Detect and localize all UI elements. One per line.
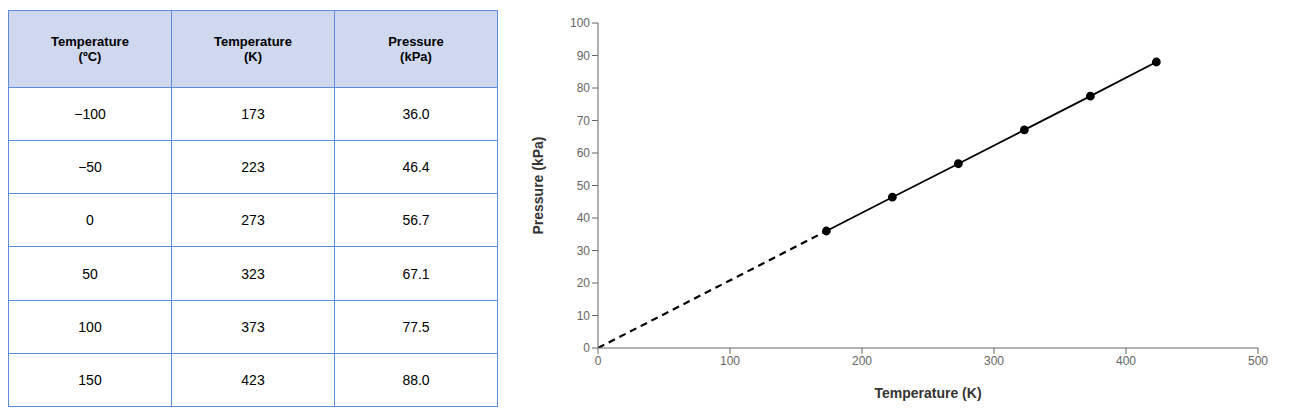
svg-text:400: 400 [1116,354,1136,368]
svg-text:Temperature (K): Temperature (K) [874,385,981,401]
html-text:46.4: 46.4 [402,159,430,176]
html-text:100: 100 [78,318,102,335]
html-text:−50: −50 [78,159,102,176]
svg-text:200: 200 [852,354,872,368]
html-text:−100: −100 [74,106,106,123]
svg-text:10: 10 [577,309,591,323]
html-text:0: 0 [86,212,94,229]
html-text:36.0: 36.0 [402,106,430,123]
svg-text:70: 70 [577,114,591,128]
html-text:77.5: 77.5 [402,318,430,335]
svg-text:40: 40 [577,211,591,225]
html-text:423: 423 [241,371,265,388]
html-text:Pressure: Pressure [388,34,444,49]
svg-text:0: 0 [595,354,602,368]
svg-text:60: 60 [577,146,591,160]
html-text:150: 150 [78,371,102,388]
html-text:88.0: 88.0 [402,371,430,388]
html-text:67.1: 67.1 [402,265,430,282]
html-text:273: 273 [241,212,265,229]
html-text:(ºC): (ºC) [78,49,102,64]
svg-text:100: 100 [720,354,740,368]
html-text:173: 173 [241,106,265,123]
svg-text:50: 50 [577,179,591,193]
svg-text:80: 80 [577,81,591,95]
svg-text:0: 0 [583,341,590,355]
html-text:Temperature: Temperature [51,34,129,49]
svg-text:Pressure (kPa): Pressure (kPa) [530,136,546,234]
html-text:56.7: 56.7 [402,212,430,229]
html-text:373: 373 [241,318,265,335]
svg-text:300: 300 [984,354,1004,368]
html-text:323: 323 [241,265,265,282]
svg-text:20: 20 [577,276,591,290]
svg-text:30: 30 [577,244,591,258]
svg-text:500: 500 [1248,354,1268,368]
html-text:Temperature: Temperature [214,34,292,49]
html-text:50: 50 [82,265,98,282]
html-text:223: 223 [241,159,265,176]
html-text:(K): (K) [244,49,262,64]
html-text:(kPa): (kPa) [400,49,432,64]
svg-text:100: 100 [570,16,590,30]
svg-text:90: 90 [577,49,591,63]
